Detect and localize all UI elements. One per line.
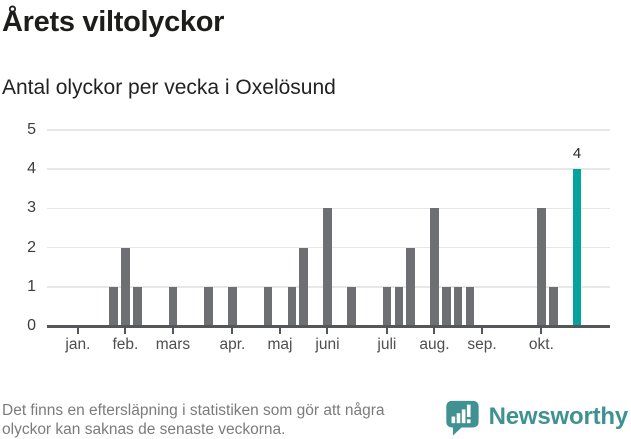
x-axis-tick-mars [171, 328, 174, 334]
x-axis-tick-maj [278, 328, 281, 334]
bar-week-41 [549, 286, 558, 326]
x-axis-label-juni: juni [315, 336, 340, 353]
bar-week-43 [572, 169, 582, 326]
y-axis-label-3: 3 [27, 199, 36, 217]
chart-title: Årets viltolyckor [2, 6, 225, 38]
bar-week-17 [263, 286, 273, 326]
y-axis-label-1: 1 [27, 277, 36, 295]
chart-subtitle: Antal olyckor per vecka i Oxelösund [2, 76, 336, 99]
bar-week-14 [228, 286, 237, 326]
y-axis-label-4: 4 [27, 160, 36, 178]
x-axis-line [47, 324, 610, 328]
newsworthy-logo: Newsworthy [443, 398, 628, 436]
x-axis-tick-aug [433, 328, 436, 334]
footnote: Det finns en eftersläpning i statistiken… [2, 401, 472, 439]
newsworthy-bubble-barchart-icon [445, 400, 479, 436]
x-axis-label-jan: jan. [65, 336, 91, 353]
x-axis-label-aug: aug. [419, 336, 450, 353]
gridline-y-4 [47, 168, 610, 170]
bar-week-27 [382, 286, 392, 326]
footnote-line-1: Det finns en eftersläpning i statistiken… [2, 402, 385, 419]
bar-week-32 [442, 286, 451, 326]
x-axis-tick-juni [326, 328, 329, 334]
bar-week-9 [168, 286, 178, 326]
bar-week-28 [394, 286, 404, 326]
x-axis-label-mars: mars [155, 336, 191, 353]
x-axis-label-feb: feb. [112, 336, 139, 353]
bar-week-19 [287, 286, 297, 326]
footnote-line-2: olyckor kan saknas de senaste veckorna. [2, 421, 286, 438]
bar-week-20 [299, 247, 308, 326]
bar-week-29 [406, 247, 415, 326]
x-axis-tick-jan [76, 328, 79, 334]
x-axis-label-okt: okt. [528, 336, 554, 353]
bar-week-40 [537, 208, 546, 326]
x-axis-label-juli: juli [377, 336, 397, 353]
x-axis-label-sep: sep. [467, 336, 497, 353]
x-axis-tick-sep [480, 328, 483, 334]
x-axis-label-maj: maj [267, 336, 293, 353]
x-axis-tick-okt [540, 328, 543, 334]
x-axis-label-apr: apr. [219, 336, 246, 353]
plot-area: 0 1 2 3 4 5 jan. feb. mars apr. maj juni juli aug. sep… [27, 121, 610, 353]
bar-week-34 [465, 286, 475, 326]
bar-week-22 [323, 208, 332, 326]
bar-week-6 [133, 286, 142, 326]
highlight-value-label: 4 [572, 145, 582, 163]
x-axis-tick-juli [385, 328, 388, 334]
bar-week-31 [430, 208, 439, 326]
bar-week-24 [347, 286, 356, 326]
y-axis-label-0: 0 [27, 317, 36, 334]
bar-week-33 [453, 286, 463, 326]
newsworthy-wordmark: Newsworthy [488, 403, 629, 430]
y-axis-label-2: 2 [27, 238, 36, 256]
x-axis-tick-feb [124, 328, 127, 334]
bar-week-4 [109, 286, 118, 326]
y-axis-label-5: 5 [27, 121, 36, 138]
x-axis-tick-apr [231, 328, 234, 334]
gridline-y-5 [47, 129, 610, 131]
bar-week-12 [204, 286, 213, 326]
bar-week-5 [121, 247, 130, 326]
